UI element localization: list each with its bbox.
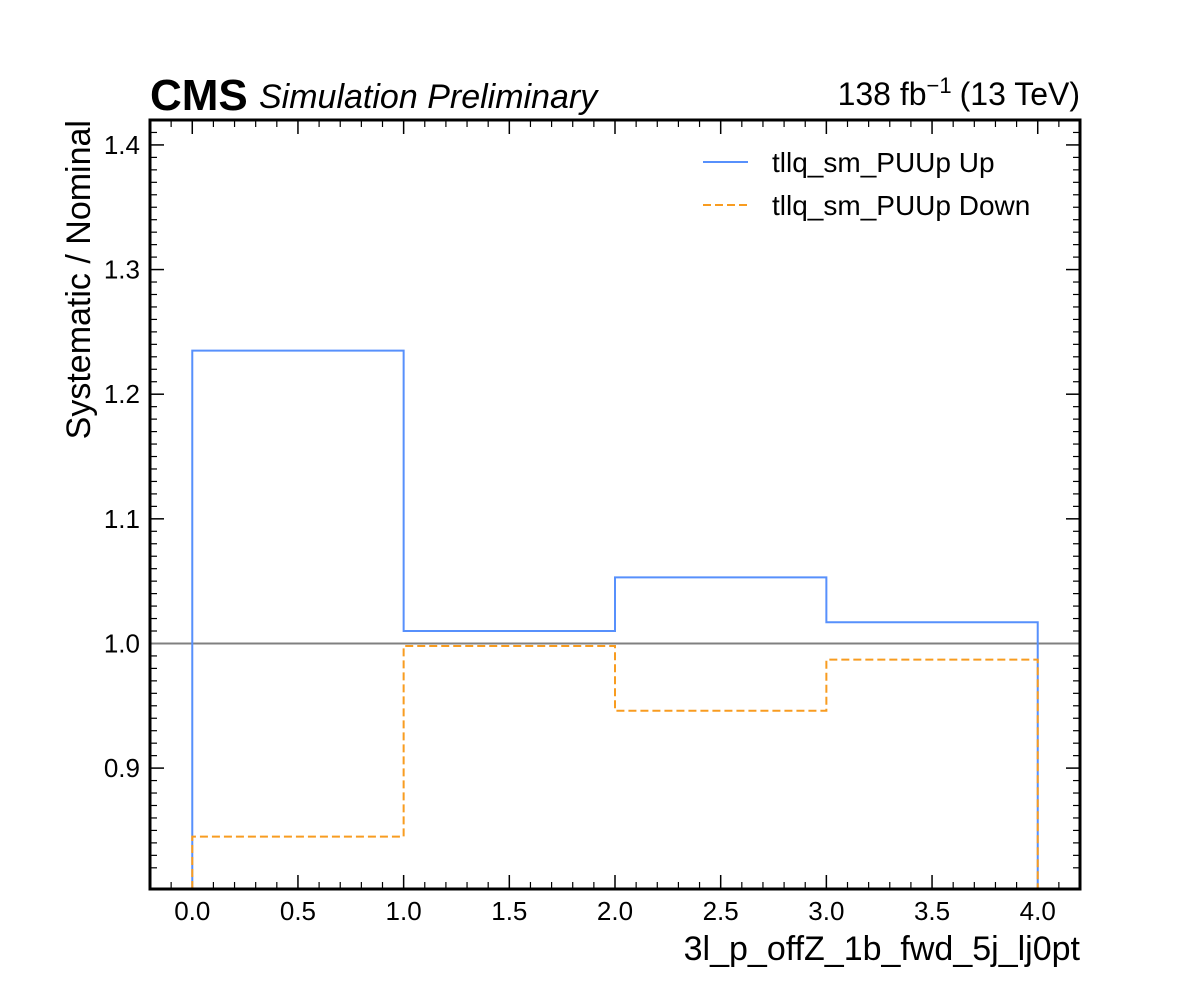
- y-tick-label: 1.2: [104, 379, 140, 409]
- x-tick-label: 4.0: [1020, 896, 1056, 926]
- y-tick-label: 1.1: [104, 504, 140, 534]
- x-tick-label: 0.0: [174, 896, 210, 926]
- series-line-up: [191, 349, 1039, 889]
- y-tick-label: 1.4: [104, 130, 140, 160]
- luminosity-label: 138 fb−1 (13 TeV): [838, 73, 1080, 112]
- legend-label: tllq_sm_PUUp Down: [772, 190, 1030, 221]
- y-tick-label: 0.9: [104, 753, 140, 783]
- legend: tllq_sm_PUUp Up tllq_sm_PUUp Down: [703, 147, 1030, 221]
- x-tick-label: 3.0: [808, 896, 844, 926]
- x-tick-label: 3.5: [914, 896, 950, 926]
- axis-tick-labels: 0.0 0.5 1.0 1.5 2.0 2.5 3.0 3.5 4.0 0.9 1.0 1.1 1.2 1…: [104, 130, 1056, 926]
- lumi-exponent: −1: [927, 73, 952, 98]
- y-tick-label: 1.3: [104, 255, 140, 285]
- y-tick-label: 1.0: [104, 628, 140, 658]
- simulation-label: Simulation Preliminary: [259, 78, 599, 116]
- lumi-value: 138 fb: [838, 76, 927, 112]
- x-tick-label: 2.5: [703, 896, 739, 926]
- x-tick-label: 1.0: [386, 896, 422, 926]
- x-tick-label: 1.5: [491, 896, 527, 926]
- x-tick-label: 0.5: [280, 896, 316, 926]
- experiment-label: CMS: [150, 71, 248, 120]
- lumi-energy: (13 TeV): [960, 76, 1080, 112]
- x-axis-label: 3l_p_offZ_1b_fwd_5j_lj0pt: [684, 930, 1081, 968]
- series-line-down: [191, 644, 1039, 889]
- x-tick-label: 2.0: [597, 896, 633, 926]
- legend-label: tllq_sm_PUUp Up: [772, 147, 995, 178]
- plot-frame: [148, 118, 1082, 891]
- axis-ticks: [150, 120, 1080, 889]
- y-axis-label: Systematic / Nominal: [60, 120, 98, 439]
- series-group: [191, 349, 1039, 889]
